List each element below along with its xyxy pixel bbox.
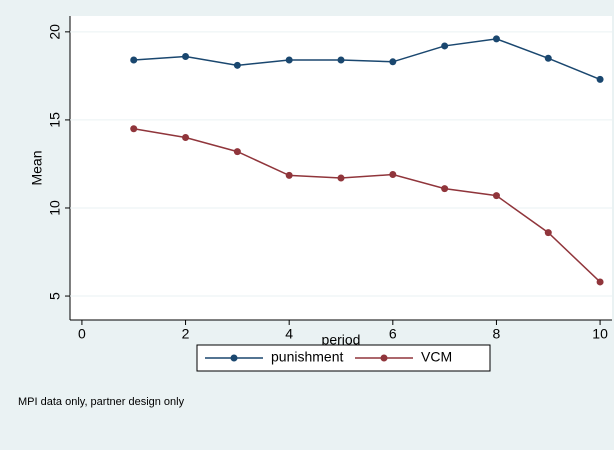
point: [233, 148, 241, 156]
x-tick-label: 2: [182, 326, 190, 342]
legend-marker: [380, 354, 388, 362]
point: [285, 171, 293, 179]
y-tick-label: 5: [47, 292, 63, 300]
note: MPI data only, partner design only: [18, 396, 185, 408]
point: [130, 125, 138, 133]
x-tick-label: 4: [285, 326, 293, 342]
x-tick-label: 0: [78, 326, 86, 342]
point: [337, 174, 345, 182]
series-line: [133, 127, 601, 283]
point: [441, 185, 449, 193]
point: [182, 53, 190, 61]
y-tick-label: 20: [47, 24, 63, 40]
y-tick-label: 15: [47, 112, 63, 128]
point: [492, 192, 500, 200]
point: [544, 229, 552, 237]
point: [233, 61, 241, 69]
point: [441, 42, 449, 50]
y-tick-label: 10: [47, 200, 63, 216]
legend-label: punishment: [271, 349, 343, 365]
legend-label: VCM: [421, 349, 452, 365]
point: [544, 54, 552, 62]
series-line: [133, 38, 601, 81]
x-tick-label: 10: [592, 326, 608, 342]
point: [596, 278, 604, 286]
point: [389, 171, 397, 179]
point: [182, 134, 190, 142]
x-tick-label: 6: [389, 326, 397, 342]
point: [389, 58, 397, 66]
point: [130, 56, 138, 64]
point: [596, 75, 604, 83]
point: [337, 56, 345, 64]
legend-marker: [230, 354, 238, 362]
plot-area: [70, 16, 612, 320]
x-axis-title: period: [322, 332, 361, 348]
point: [492, 35, 500, 43]
x-tick-label: 8: [493, 326, 501, 342]
y-axis-title: Mean: [29, 150, 45, 185]
point: [285, 56, 293, 64]
